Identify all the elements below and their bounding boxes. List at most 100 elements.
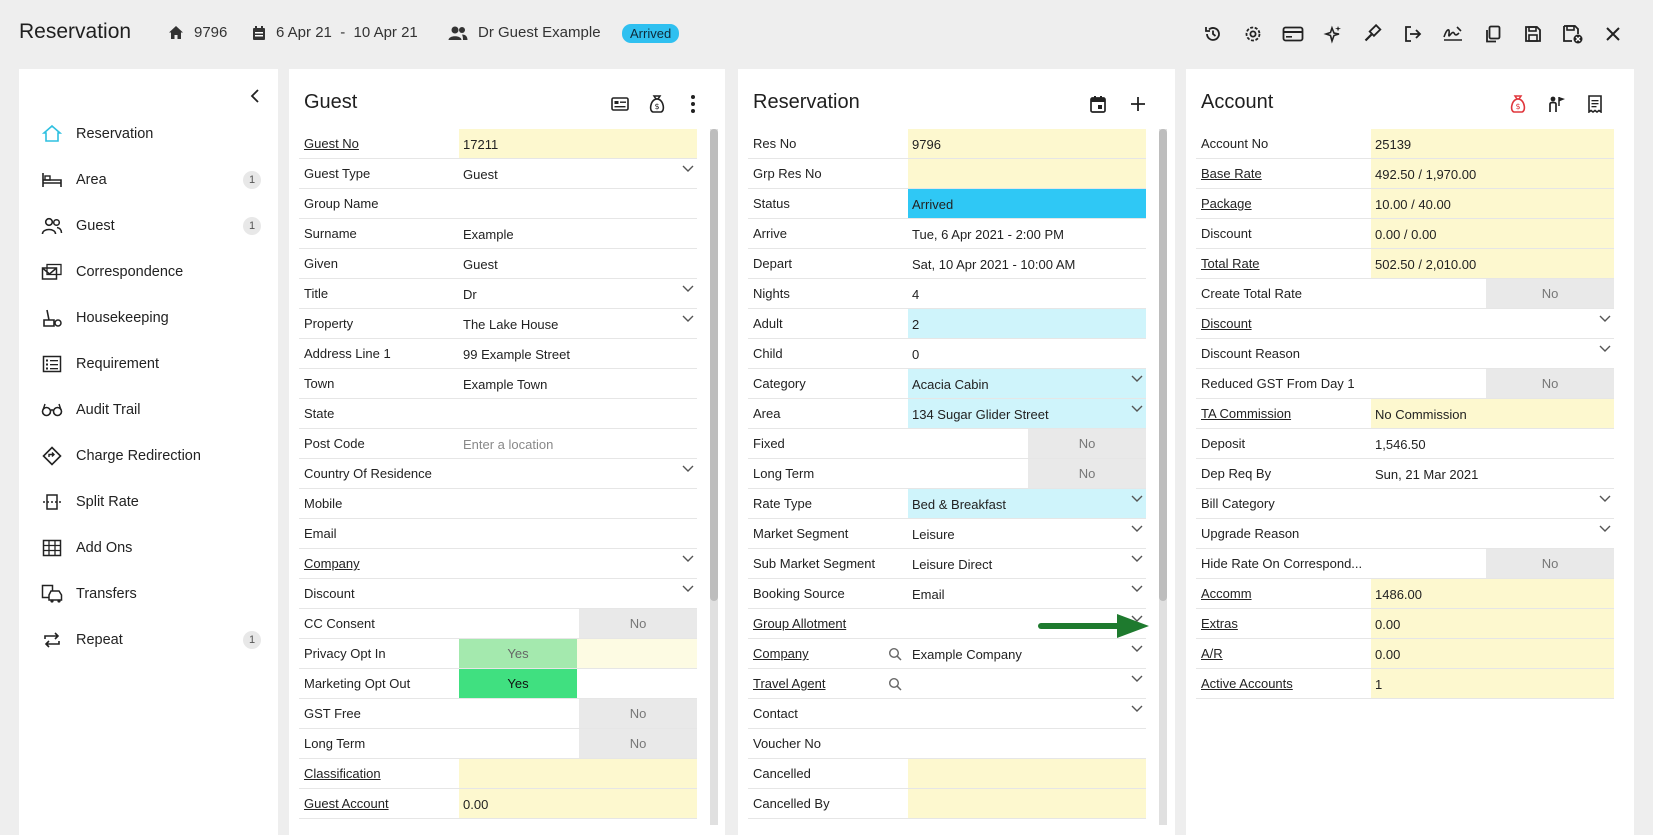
field-value-guest-no[interactable]: 17211 bbox=[459, 129, 697, 158]
chevron-down-icon[interactable] bbox=[1130, 402, 1144, 416]
field-value-res-no[interactable]: 9796 bbox=[908, 129, 1146, 158]
field-link-travel-agent[interactable]: Travel Agent bbox=[753, 676, 826, 691]
toggle-create-total-rate[interactable]: No bbox=[1486, 279, 1614, 308]
toggle-privacy-opt-in[interactable]: Yes bbox=[459, 639, 577, 668]
add-icon[interactable] bbox=[1127, 93, 1149, 115]
field-link-guest-account[interactable]: Guest Account bbox=[304, 796, 389, 811]
field-value-company[interactable] bbox=[459, 549, 697, 578]
field-value-mobile[interactable] bbox=[459, 489, 697, 518]
credit-card-icon[interactable] bbox=[1273, 20, 1313, 48]
chevron-down-icon[interactable] bbox=[1130, 582, 1144, 596]
settings-gear-icon[interactable] bbox=[1233, 20, 1273, 48]
field-value-post-code[interactable]: Enter a location bbox=[459, 429, 697, 458]
field-value-title[interactable]: Dr bbox=[459, 279, 697, 308]
chevron-down-icon[interactable] bbox=[681, 162, 695, 176]
field-value-guest-type[interactable]: Guest bbox=[459, 159, 697, 188]
money-bag-icon[interactable]: $ bbox=[646, 93, 668, 115]
sidebar-item-split-rate[interactable]: Split Rate bbox=[19, 484, 278, 520]
sidebar-item-audit-trail[interactable]: Audit Trail bbox=[19, 392, 278, 428]
signature-icon[interactable] bbox=[1433, 20, 1473, 48]
chevron-down-icon[interactable] bbox=[681, 312, 695, 326]
field-value-state[interactable] bbox=[459, 399, 697, 428]
sidebar-item-charge-redirection[interactable]: Charge Redirection bbox=[19, 438, 278, 474]
history-icon[interactable] bbox=[1193, 20, 1233, 48]
field-value-package[interactable]: 10.00 / 40.00 bbox=[1371, 189, 1614, 218]
chevron-down-icon[interactable] bbox=[681, 282, 695, 296]
field-value-deposit[interactable]: 1,546.50 bbox=[1371, 429, 1614, 458]
field-value-ta-commission[interactable]: No Commission bbox=[1371, 399, 1614, 428]
field-value-a-r[interactable]: 0.00 bbox=[1371, 639, 1614, 668]
receipt-icon[interactable] bbox=[1584, 93, 1606, 115]
chevron-down-icon[interactable] bbox=[1130, 702, 1144, 716]
toggle-cc-consent[interactable]: No bbox=[579, 609, 697, 638]
magic-wand-icon[interactable] bbox=[1313, 20, 1353, 48]
field-value-extras[interactable]: 0.00 bbox=[1371, 609, 1614, 638]
field-value-company[interactable]: Example Company bbox=[908, 639, 1146, 668]
chevron-down-icon[interactable] bbox=[681, 462, 695, 476]
field-value-address-line-1[interactable]: 99 Example Street bbox=[459, 339, 697, 368]
toggle-off-side[interactable] bbox=[577, 669, 697, 698]
chevron-down-icon[interactable] bbox=[1130, 672, 1144, 686]
field-link-a-r[interactable]: A/R bbox=[1201, 646, 1223, 661]
chevron-down-icon[interactable] bbox=[681, 582, 695, 596]
sidebar-item-add-ons[interactable]: Add Ons bbox=[19, 530, 278, 566]
search-icon[interactable] bbox=[888, 677, 902, 691]
field-link-base-rate[interactable]: Base Rate bbox=[1201, 166, 1262, 181]
field-value-cancelled[interactable] bbox=[908, 759, 1146, 788]
field-value-property[interactable]: The Lake House bbox=[459, 309, 697, 338]
guest-scrollbar[interactable] bbox=[710, 129, 718, 825]
save-icon[interactable] bbox=[1513, 20, 1553, 48]
sidebar-item-transfers[interactable]: Transfers bbox=[19, 576, 278, 612]
field-value-accomm[interactable]: 1486.00 bbox=[1371, 579, 1614, 608]
field-value-booking-source[interactable]: Email bbox=[908, 579, 1146, 608]
collapse-sidebar-button[interactable] bbox=[245, 86, 265, 106]
check-out-icon[interactable] bbox=[1393, 20, 1433, 48]
field-value-travel-agent[interactable] bbox=[908, 669, 1146, 698]
field-value-surname[interactable]: Example bbox=[459, 219, 697, 248]
chevron-down-icon[interactable] bbox=[1598, 342, 1612, 356]
field-link-active-accounts[interactable]: Active Accounts bbox=[1201, 676, 1293, 691]
sidebar-item-requirement[interactable]: Requirement bbox=[19, 346, 278, 382]
field-value-bill-category[interactable] bbox=[1371, 489, 1614, 518]
field-value-status[interactable]: Arrived bbox=[908, 189, 1146, 218]
chevron-down-icon[interactable] bbox=[1598, 522, 1612, 536]
field-value-child[interactable]: 0 bbox=[908, 339, 1146, 368]
field-value-town[interactable]: Example Town bbox=[459, 369, 697, 398]
chevron-down-icon[interactable] bbox=[1598, 492, 1612, 506]
field-value-country-of-residence[interactable] bbox=[459, 459, 697, 488]
field-value-dep-req-by[interactable]: Sun, 21 Mar 2021 bbox=[1371, 459, 1614, 488]
field-value-contact[interactable] bbox=[908, 699, 1146, 728]
field-value-depart[interactable]: Sat, 10 Apr 2021 - 10:00 AM bbox=[908, 249, 1146, 278]
chevron-down-icon[interactable] bbox=[1130, 612, 1144, 626]
field-value-cancelled-by[interactable] bbox=[908, 789, 1146, 818]
field-value-sub-market-segment[interactable]: Leisure Direct bbox=[908, 549, 1146, 578]
person-flag-icon[interactable] bbox=[1546, 93, 1568, 115]
sidebar-item-reservation[interactable]: Reservation bbox=[19, 116, 278, 152]
toggle-reduced-gst-from-day-1[interactable]: No bbox=[1486, 369, 1614, 398]
chevron-down-icon[interactable] bbox=[681, 552, 695, 566]
field-link-company[interactable]: Company bbox=[753, 646, 809, 661]
chevron-down-icon[interactable] bbox=[1130, 522, 1144, 536]
field-value-total-rate[interactable]: 502.50 / 2,010.00 bbox=[1371, 249, 1614, 278]
sidebar-item-correspondence[interactable]: Correspondence bbox=[19, 254, 278, 290]
sidebar-item-housekeeping[interactable]: Housekeeping bbox=[19, 300, 278, 336]
sidebar-item-repeat[interactable]: Repeat 1 bbox=[19, 622, 278, 658]
sidebar-item-guest[interactable]: Guest 1 bbox=[19, 208, 278, 244]
field-link-guest-no[interactable]: Guest No bbox=[304, 136, 359, 151]
field-link-company[interactable]: Company bbox=[304, 556, 360, 571]
field-link-ta-commission[interactable]: TA Commission bbox=[1201, 406, 1292, 421]
id-card-icon[interactable] bbox=[609, 93, 631, 115]
field-value-nights[interactable]: 4 bbox=[908, 279, 1146, 308]
field-value-category[interactable]: Acacia Cabin bbox=[908, 369, 1146, 398]
more-vertical-icon[interactable] bbox=[682, 93, 704, 115]
field-value-base-rate[interactable]: 492.50 / 1,970.00 bbox=[1371, 159, 1614, 188]
field-value-discount[interactable] bbox=[1371, 309, 1614, 338]
field-link-extras[interactable]: Extras bbox=[1201, 616, 1238, 631]
chevron-down-icon[interactable] bbox=[1130, 372, 1144, 386]
calendar-event-icon[interactable] bbox=[1087, 93, 1109, 115]
gavel-icon[interactable] bbox=[1353, 20, 1393, 48]
toggle-fixed[interactable]: No bbox=[1028, 429, 1146, 458]
field-value-market-segment[interactable]: Leisure bbox=[908, 519, 1146, 548]
chevron-down-icon[interactable] bbox=[1130, 552, 1144, 566]
chevron-down-icon[interactable] bbox=[1130, 642, 1144, 656]
